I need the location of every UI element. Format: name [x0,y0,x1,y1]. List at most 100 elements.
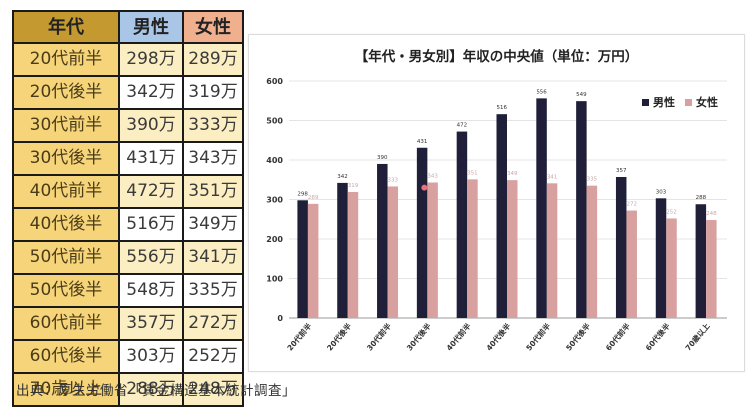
chart-panel: 【年代・男女別】年収の中央値（単位：万円） 0 100 200 300 400 500 60… [248,34,745,372]
bar-female [586,185,598,318]
female-value-cell: 349万 [182,207,244,242]
source-note: 出典：厚生労働省「賃金構造基本統計調査」 [16,383,296,399]
data-label: 431 [417,139,428,145]
bar-male [416,147,428,318]
header-age: 年代 [12,10,120,44]
data-label: 272 [626,202,637,208]
bar-female [427,182,438,318]
male-value-cell: 288万 [118,372,184,407]
bar-female [347,191,359,318]
y-tick-label: 500 [266,117,283,126]
female-value-cell: 333万 [182,108,244,143]
age-cell: 70歳以上 [12,372,120,407]
legend-item-female: 女性 [685,94,718,110]
table-body: 20代前半 298万 289万 20代後半 342万 319万 30代前半 390万 333万 3… [12,42,244,407]
data-label: 288 [696,195,707,201]
chart-title: 【年代・男女別】年収の中央値（単位：万円） [354,49,639,65]
male-value-cell: 516万 [118,207,184,242]
data-label: 289 [308,195,319,201]
bar-male [496,114,507,319]
male-value-cell: 357万 [118,306,184,341]
y-tick-label: 0 [277,314,283,323]
male-value-cell: 556万 [118,240,184,275]
bar-male [615,176,627,318]
bar-female [666,218,677,318]
x-tick-label: 50代後半 [563,320,592,352]
legend-label-male: 男性 [653,96,675,109]
bar-female [706,220,717,318]
x-tick-label: 30代前半 [364,320,393,352]
male-value-cell: 431万 [118,141,184,176]
data-label: 298 [297,191,308,197]
table-row: 20代前半 298万 289万 [12,42,244,77]
legend-swatch-female-icon [685,98,692,106]
bar-male [695,204,707,318]
data-label: 472 [457,123,468,129]
data-label: 349 [507,171,518,177]
marker-dot-icon [421,184,428,191]
age-cell: 40代前半 [12,174,120,209]
female-value-cell: 248万 [182,372,244,407]
legend-swatch-male-icon [642,98,649,106]
y-tick-label: 400 [266,156,283,165]
table-header-row: 年代 男性 女性 [12,10,244,44]
age-cell: 20代後半 [12,75,120,110]
female-value-cell: 272万 [182,306,244,341]
data-label: 390 [377,155,388,161]
male-value-cell: 390万 [118,108,184,143]
table-row: 60代後半 303万 252万 [12,339,244,374]
age-cell: 60代後半 [12,339,120,374]
legend-label-female: 女性 [696,96,718,109]
data-label: 342 [337,174,348,180]
bar-female [507,180,518,318]
table-row: 60代前半 357万 272万 [12,306,244,341]
age-cell: 50代後半 [12,273,120,308]
male-value-cell: 548万 [118,273,184,308]
bar-male [377,163,388,318]
data-label: 556 [536,89,547,95]
x-tick-label: 40代前半 [444,320,473,352]
table-row: 40代前半 472万 351万 [12,174,244,209]
legend-item-male: 男性 [642,94,675,110]
table-row: 70歳以上 288万 248万 [12,372,244,407]
age-cell: 40代後半 [12,207,120,242]
bar-male [337,182,348,318]
data-label: 335 [587,177,598,183]
data-label: 319 [348,183,359,189]
table-row: 50代前半 556万 341万 [12,240,244,275]
female-value-cell: 252万 [182,339,244,374]
x-tick-label: 20代前半 [285,320,314,352]
bar-male [536,98,547,318]
male-value-cell: 472万 [118,174,184,209]
data-label: 252 [666,209,677,215]
data-label: 303 [656,189,667,195]
bar-male [655,198,667,318]
y-tick-label: 600 [266,77,283,86]
male-value-cell: 298万 [118,42,184,77]
bar-male [576,101,587,319]
y-tick-label: 200 [266,235,283,244]
male-value-cell: 342万 [118,75,184,110]
female-value-cell: 335万 [182,273,244,308]
x-tick-label: 60代前半 [603,320,632,352]
bar-female [626,210,637,318]
chart-legend: 男性 女性 [642,94,718,110]
bar-female [467,179,478,318]
data-label: 357 [616,168,627,174]
male-value-cell: 303万 [118,339,184,374]
age-cell: 50代前半 [12,240,120,275]
table-row: 20代後半 342万 319万 [12,75,244,110]
data-label: 351 [467,170,478,176]
data-label: 248 [706,211,717,217]
data-label: 549 [576,92,587,98]
x-tick-label: 20代後半 [324,320,353,352]
income-table: 年代 男性 女性 20代前半 298万 289万 20代後半 342万 319万 30代前半… [12,10,244,407]
bar-female [307,203,319,318]
x-tick-label: 40代後半 [484,320,513,352]
female-value-cell: 351万 [182,174,244,209]
female-value-cell: 341万 [182,240,244,275]
female-value-cell: 343万 [182,141,244,176]
bar-male [297,200,308,318]
age-cell: 30代後半 [12,141,120,176]
